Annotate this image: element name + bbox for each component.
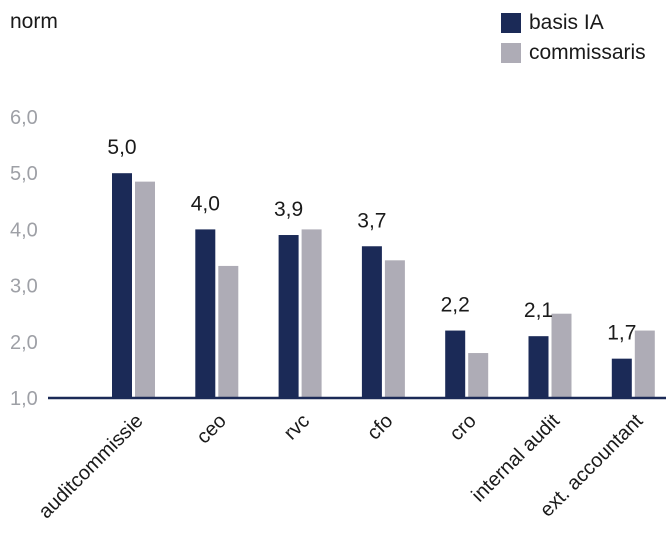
bar-commissaris — [384, 260, 405, 398]
data-label: 3,9 — [274, 198, 303, 221]
legend-label-basis-ia: basis IA — [529, 11, 604, 34]
bar-commissaris — [218, 265, 239, 398]
legend-swatch-commissaris — [501, 43, 521, 63]
bar-commissaris — [135, 181, 155, 398]
legend-label-commissaris: commissaris — [529, 41, 646, 64]
bar-commissaris — [551, 313, 572, 398]
data-label: 1,7 — [607, 322, 636, 345]
y-tick-label: 6,0 — [10, 107, 38, 129]
y-unit-label: norm — [10, 10, 58, 33]
y-tick-label: 4,0 — [10, 219, 38, 241]
y-tick-label: 1,0 — [10, 388, 38, 410]
bar-basis-ia — [445, 330, 466, 398]
bar-basis-ia — [278, 235, 299, 398]
bar-commissaris — [301, 229, 322, 398]
bar-commissaris — [468, 353, 489, 398]
bar-basis-ia — [361, 246, 382, 398]
legend-swatch-basis-ia — [501, 13, 521, 33]
x-category-label: cro — [446, 410, 481, 445]
data-label: 2,1 — [524, 299, 553, 322]
y-tick-label: 3,0 — [10, 276, 38, 298]
bar-basis-ia — [611, 358, 632, 398]
x-category-label: auditcommissie — [35, 410, 148, 523]
legend: basis IA commissaris — [501, 8, 646, 68]
y-tick-label: 5,0 — [10, 163, 38, 185]
bar-basis-ia — [112, 173, 132, 398]
bar-basis-ia — [195, 229, 216, 398]
bar-commissaris — [634, 330, 655, 398]
x-category-label: ceo — [192, 410, 230, 448]
data-label: 5,0 — [107, 136, 136, 159]
data-label: 2,2 — [441, 294, 470, 317]
bar-basis-ia — [528, 336, 549, 398]
x-category-label: cfo — [363, 410, 397, 444]
data-label: 3,7 — [357, 209, 386, 232]
data-label: 4,0 — [191, 192, 220, 215]
legend-item-commissaris: commissaris — [501, 38, 646, 68]
x-category-label: rvc — [280, 410, 314, 444]
y-tick-label: 2,0 — [10, 332, 38, 354]
legend-item-basis-ia: basis IA — [501, 8, 646, 38]
